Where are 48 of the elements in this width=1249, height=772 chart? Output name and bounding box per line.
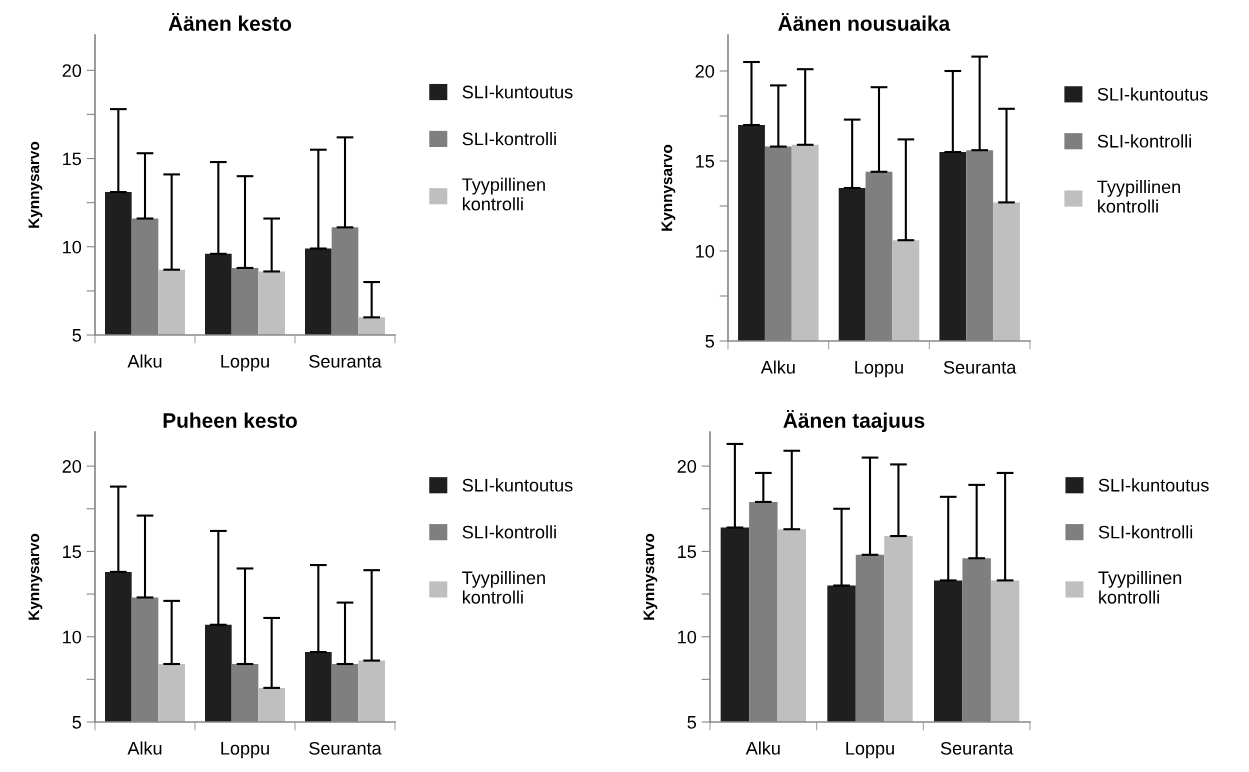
y-axis-title: Kynnysarvo [28, 533, 43, 620]
x-tick-label: Alku [127, 741, 162, 755]
y-tick-label: 15 [63, 545, 82, 559]
y-tick-label: 10 [696, 244, 715, 258]
legend-label: SLI-kontrolli [462, 525, 556, 539]
chart-title: Puheen kesto [163, 412, 297, 428]
legend-label: SLI-kontrolli [462, 132, 556, 146]
legend-label: SLI-kontrolli [1097, 134, 1191, 148]
x-tick-label: Alku [127, 354, 162, 368]
legend-label: Tyypillinen kontrolli [1097, 180, 1180, 213]
legend-label: Tyypillinen kontrolli [462, 177, 545, 211]
x-tick-label: Loppu [846, 742, 894, 759]
y-tick-label: 5 [687, 716, 697, 729]
y-tick-label: 5 [72, 329, 82, 342]
y-tick-label: 20 [62, 64, 82, 78]
x-tick-label: Alku [760, 360, 795, 374]
y-tick-label: 5 [705, 335, 715, 348]
y-tick-label: 20 [677, 460, 697, 473]
x-tick-label: Seuranta [309, 741, 382, 755]
y-tick-label: 20 [62, 460, 82, 473]
y-tick-label: 20 [695, 64, 715, 78]
legend-label: SLI-kuntoutus [1097, 87, 1208, 101]
y-tick-label: 15 [678, 545, 697, 559]
y-tick-label: 10 [63, 630, 82, 644]
x-tick-label: Seuranta [940, 741, 1014, 755]
x-tick-label: Loppu [221, 355, 269, 372]
y-axis-title: Kynnysarvo [661, 144, 676, 231]
legend-label: SLI-kontrolli [1098, 525, 1193, 539]
legend-label: SLI-kuntoutus [1098, 478, 1209, 492]
chart-title: Äänen kesto [168, 12, 292, 31]
y-tick-label: 10 [63, 240, 82, 254]
y-tick-label: 15 [63, 152, 82, 166]
y-tick-label: 10 [678, 630, 697, 644]
legend-label: Tyypillinen kontrolli [1098, 570, 1182, 604]
y-tick-label: 5 [72, 716, 82, 729]
legend-label: SLI-kuntoutus [462, 478, 573, 492]
x-tick-label: Loppu [221, 742, 269, 759]
y-axis-title: Kynnysarvo [28, 141, 43, 228]
x-tick-label: Alku [745, 741, 780, 755]
legend-label: Tyypillinen kontrolli [462, 570, 545, 604]
x-tick-label: Loppu [855, 361, 903, 378]
legend-label: SLI-kuntoutus [462, 85, 573, 99]
chart-title: Äänen taajuus [783, 409, 925, 432]
x-tick-label: Seuranta [943, 360, 1017, 374]
y-axis-title: Kynnysarvo [643, 533, 658, 620]
chart-title: Äänen nousuaika [778, 12, 951, 31]
y-tick-label: 15 [696, 155, 715, 168]
x-tick-label: Seuranta [309, 354, 382, 368]
